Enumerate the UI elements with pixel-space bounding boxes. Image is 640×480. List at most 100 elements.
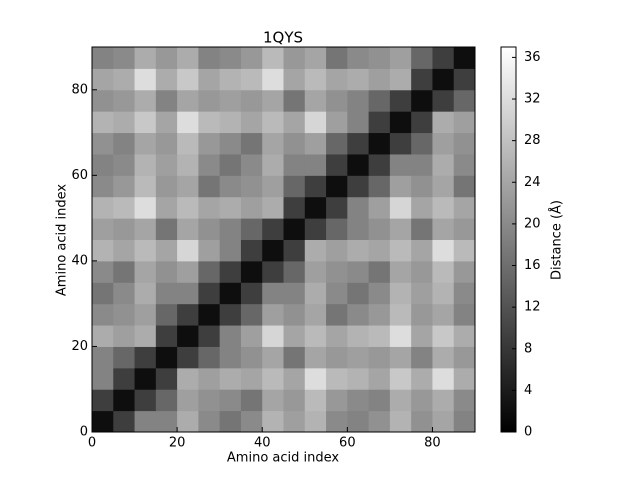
heatmap-cell [389, 218, 412, 240]
heatmap-cell [219, 196, 242, 219]
heatmap-cell [347, 389, 370, 412]
heatmap-cell [92, 111, 114, 134]
heatmap-cell [113, 68, 136, 91]
heatmap-cell [219, 218, 242, 240]
heatmap-cell [304, 153, 327, 176]
heatmap-cell [219, 389, 242, 412]
heatmap-cell [304, 111, 327, 134]
heatmap-cell [411, 260, 433, 283]
heatmap-cell [283, 132, 306, 155]
heatmap-cell [134, 303, 157, 326]
heatmap-cell [389, 367, 412, 390]
heatmap-cell [432, 325, 455, 347]
heatmap-cell [368, 132, 391, 155]
heatmap-cell [411, 89, 433, 112]
heatmap-cell [134, 196, 157, 219]
heatmap-cell [198, 303, 221, 326]
heatmap-cell [389, 325, 412, 347]
heatmap-cell [262, 196, 284, 219]
heatmap-cell [411, 68, 433, 91]
heatmap-cell [411, 175, 433, 198]
colorbar-tick-label: 12 [524, 300, 541, 315]
heatmap-cell [113, 282, 136, 305]
heatmap-cell [113, 303, 136, 326]
heatmap-cell [262, 389, 284, 412]
heatmap-cell [411, 367, 433, 390]
heatmap-cell [389, 239, 412, 262]
heatmap-cell [177, 111, 199, 134]
heatmap-cell [198, 218, 221, 240]
heatmap-cell [92, 260, 114, 283]
heatmap-cell [432, 47, 455, 69]
heatmap-cell [198, 132, 221, 155]
heatmap-cell [240, 111, 263, 134]
colorbar [500, 46, 517, 433]
heatmap-cell [304, 218, 327, 240]
heatmap-cell [262, 410, 284, 433]
heatmap-cell [347, 325, 370, 347]
heatmap-cell [304, 410, 327, 433]
heatmap-cell [219, 175, 242, 198]
heatmap-cell [240, 367, 263, 390]
heatmap-cell [304, 132, 327, 155]
x-tick-label: 20 [169, 436, 186, 451]
heatmap-cell [177, 196, 199, 219]
heatmap-cell [389, 68, 412, 91]
heatmap-cell [155, 325, 178, 347]
heatmap-cell [368, 239, 391, 262]
heatmap-cell [155, 89, 178, 112]
heatmap-cell [262, 239, 284, 262]
heatmap-cell [411, 346, 433, 369]
heatmap-cell [92, 218, 114, 240]
x-tick-label: 40 [254, 436, 271, 451]
heatmap-cell [177, 89, 199, 112]
heatmap-cell [219, 239, 242, 262]
heatmap-cell [283, 175, 306, 198]
y-axis-label: Amino acid index [55, 184, 70, 296]
heatmap-cell [198, 153, 221, 176]
heatmap-cell [453, 68, 476, 91]
heatmap-cell [326, 47, 348, 69]
heatmap-cell [177, 303, 199, 326]
heatmap-cell [134, 218, 157, 240]
heatmap-cell [134, 282, 157, 305]
heatmap-cell [411, 325, 433, 347]
y-tick-label: 80 [71, 82, 88, 97]
x-tick-label: 60 [339, 436, 356, 451]
heatmap-cell [411, 47, 433, 69]
heatmap-cell [453, 89, 476, 112]
heatmap-cell [368, 282, 391, 305]
x-tick-label: 0 [88, 436, 96, 451]
y-tick-label: 0 [80, 425, 88, 440]
heatmap-cell [389, 260, 412, 283]
heatmap-cell [113, 196, 136, 219]
heatmap-cell [177, 239, 199, 262]
heatmap-cell [368, 303, 391, 326]
heatmap-cell [177, 47, 199, 69]
heatmap-cell [283, 325, 306, 347]
heatmap-cell [240, 389, 263, 412]
heatmap-cell [326, 389, 348, 412]
heatmap-cell [283, 346, 306, 369]
heatmap-cell [453, 47, 476, 69]
heatmap-cell [198, 260, 221, 283]
heatmap-cell [177, 389, 199, 412]
heatmap-cell [240, 196, 263, 219]
heatmap-cell [326, 218, 348, 240]
heatmap-cell [411, 132, 433, 155]
heatmap-cell [283, 89, 306, 112]
heatmap-cell [155, 239, 178, 262]
heatmap-cell [389, 153, 412, 176]
heatmap-cell [326, 282, 348, 305]
heatmap-cell [240, 175, 263, 198]
colorbar-tick-label: 20 [524, 216, 541, 231]
heatmap-cell [92, 367, 114, 390]
heatmap-cell [219, 153, 242, 176]
heatmap-cell [326, 196, 348, 219]
heatmap-cell [134, 68, 157, 91]
heatmap-cell [198, 410, 221, 433]
heatmap-cell [92, 196, 114, 219]
heatmap-cell [155, 218, 178, 240]
heatmap-cell [283, 196, 306, 219]
